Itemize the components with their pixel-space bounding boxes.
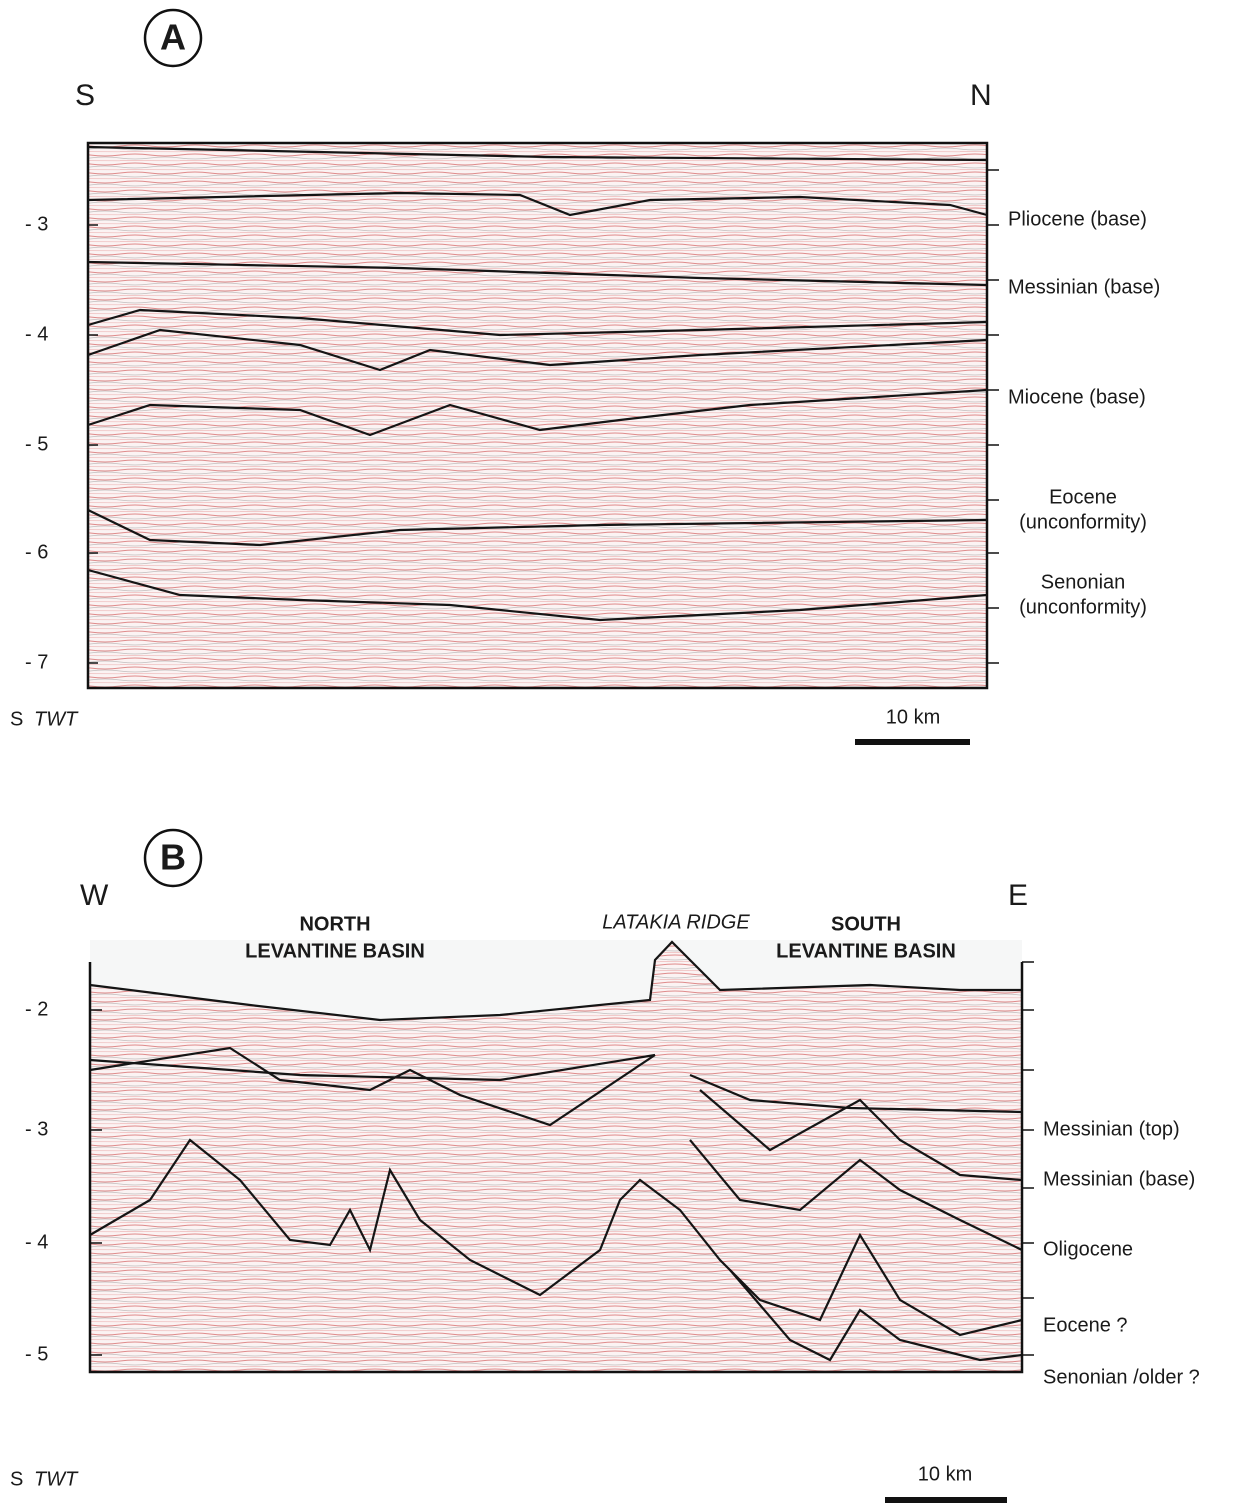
horizon-label: Messinian (top): [1043, 1118, 1180, 1140]
horizon: [89, 1046, 1023, 1182]
horizon: [87, 328, 988, 372]
frame: [88, 962, 1024, 1374]
panel-b: B W E NORTH LEVANTINE BASIN LATAKIA RIDG…: [10, 828, 1200, 1503]
direction-left: W: [80, 879, 109, 912]
horizon-label: Pliocene (base): [1008, 208, 1147, 230]
scale-bar: [885, 1497, 1007, 1503]
right-ticks: [1022, 961, 1034, 1356]
panel-label: B: [160, 837, 186, 878]
panel-label: A: [160, 17, 186, 58]
axis-unit: TWT: [34, 1468, 79, 1490]
horizon-label: Miocene (base): [1008, 386, 1146, 408]
horizon: [87, 145, 988, 162]
horizon: [87, 308, 988, 337]
direction-right: N: [970, 79, 992, 112]
right-ticks: [987, 169, 999, 664]
direction-right: E: [1008, 879, 1028, 912]
axis-left: - 3 - 4 - 5 - 6 - 7: [25, 213, 98, 673]
scale-bar-label: 10 km: [918, 1463, 972, 1485]
scale-bar: [855, 739, 970, 745]
region-label: LEVANTINE BASIN: [776, 940, 956, 962]
direction-left: S: [75, 79, 95, 112]
region-label: LEVANTINE BASIN: [245, 940, 425, 962]
axis-unit-prefix: S: [10, 708, 23, 730]
tick-label: - 3: [25, 1118, 48, 1140]
region-label: LATAKIA RIDGE: [602, 911, 750, 933]
horizon: [87, 388, 988, 437]
horizon-label: Messinian (base): [1043, 1168, 1195, 1190]
horizon: [87, 568, 988, 622]
horizon: [729, 1269, 1023, 1362]
tick-label: - 4: [25, 323, 48, 345]
region-label: NORTH: [299, 913, 370, 935]
horizon-label: (unconformity): [1019, 596, 1147, 618]
horizon-label: (unconformity): [1019, 511, 1147, 533]
horizon: [89, 1053, 1023, 1114]
tick-label: - 5: [25, 433, 48, 455]
horizon: [89, 1138, 1023, 1337]
horizon: [89, 940, 1022, 1022]
tick-label: - 7: [25, 651, 48, 673]
panel-badge: [143, 828, 203, 888]
tick-label: - 4: [25, 1231, 48, 1253]
tick-label: - 5: [25, 1343, 48, 1365]
horizon: [87, 191, 988, 217]
scale-bar-label: 10 km: [886, 706, 940, 728]
horizon-label: Eocene ?: [1043, 1314, 1128, 1336]
horizon: [87, 260, 988, 287]
horizon: [689, 1139, 1023, 1251]
axis-left: - 2 - 3 - 4 - 5: [25, 998, 102, 1365]
panel-badge: [143, 8, 203, 68]
region-label: SOUTH: [831, 913, 901, 935]
horizon-label: Senonian /older ?: [1043, 1366, 1200, 1388]
axis-unit: TWT: [34, 708, 79, 730]
horizon-label: Messinian (base): [1008, 276, 1160, 298]
horizon: [87, 509, 988, 547]
tick-label: - 3: [25, 213, 48, 235]
seismic-section: [90, 940, 1022, 1372]
panel-a: A S N - 3 - 4 - 5 - 6 - 7 Pliocene (base…: [10, 8, 1160, 745]
water-column: [90, 940, 1022, 1020]
tick-label: - 6: [25, 541, 48, 563]
horizon-label: Senonian: [1041, 571, 1126, 593]
horizon-label: Oligocene: [1043, 1238, 1133, 1260]
axis-unit-prefix: S: [10, 1468, 23, 1490]
tick-label: - 2: [25, 998, 48, 1020]
horizon-label: Eocene: [1049, 486, 1117, 508]
tick: [90, 1009, 102, 1356]
